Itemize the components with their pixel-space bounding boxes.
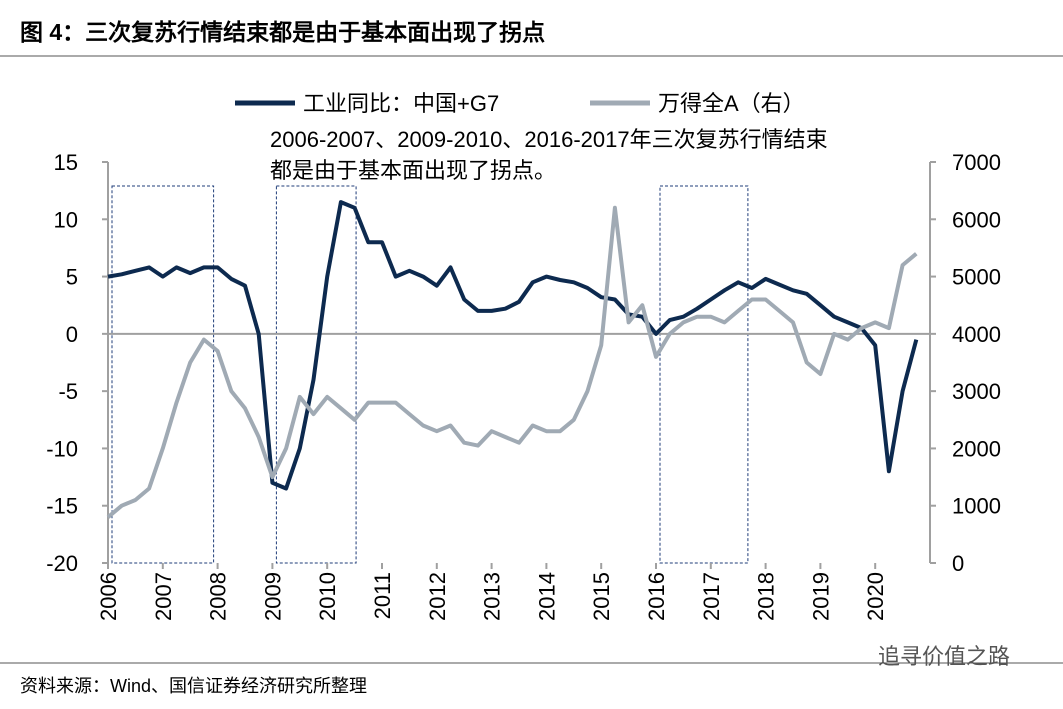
y2-tick-label: 0 [952,551,964,576]
legend: 工业同比：中国+G7 万得全A（右） [235,91,805,116]
x-tick-label: 2018 [754,572,779,621]
x-tick-label: 2011 [370,572,395,619]
x-tick-label: 2013 [480,572,505,621]
highlight-box [659,185,749,564]
x-tick-label: 2007 [151,572,176,621]
x-tick-label: 2009 [260,572,285,621]
x-tick-label: 2008 [206,572,231,621]
x-tick-label: 2006 [96,572,121,621]
y2-tick-label: 3000 [952,379,1001,404]
x-tick-label: 2017 [699,572,724,621]
x-tick-label: 2019 [808,572,833,621]
y-tick-label: 0 [66,322,78,347]
y-tick-label: -20 [46,551,78,576]
series-line [107,200,919,491]
y2-tick-label: 5000 [952,265,1001,290]
x-tick-label: 2014 [534,572,559,621]
y-tick-label: 15 [54,150,78,175]
series-line [106,205,918,519]
y2-tick-label: 1000 [952,494,1001,519]
watermark: 追寻价值之路 [878,644,1010,669]
x-tick-label: 2012 [425,572,450,621]
highlight-box [275,185,357,564]
y2-tick-label: 2000 [952,436,1001,461]
annotation: 2006-2007、2009-2010、2016-2017年三次复苏行情结束都是… [270,127,828,183]
source: 资料来源：Wind、国信证券经济研究所整理 [20,676,367,696]
plot: -20 -15 -10 -5 0 5 10 15 0 1000 2000 3000 4000 5000 60… [46,150,1001,621]
y-tick-label: 10 [54,207,78,232]
legend-label: 工业同比：中国+G7 [303,91,499,116]
x-tick-label: 2015 [589,572,614,621]
legend-label: 万得全A（右） [658,91,805,116]
y2-tick-label: 7000 [952,150,1001,175]
x-tick-label: 2010 [315,572,340,621]
y-tick-label: -10 [46,436,78,461]
x-tick-label: 2016 [644,572,669,621]
y-tick-label: 5 [66,265,78,290]
y-tick-label: -15 [46,494,78,519]
x-tick-label: 2020 [863,572,888,621]
chart-title: 图 4：三次复苏行情结束都是由于基本面出现了拐点 [20,19,545,45]
y2-tick-label: 4000 [952,322,1001,347]
y2-tick-label: 6000 [952,207,1001,232]
highlight-box [111,185,215,564]
y-tick-label: -5 [58,379,78,404]
